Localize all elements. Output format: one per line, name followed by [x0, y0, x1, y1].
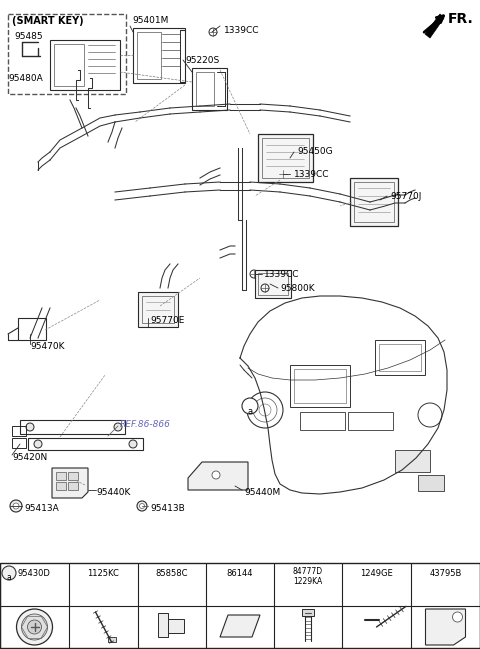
- Text: FR.: FR.: [448, 12, 474, 26]
- Bar: [108, 637, 116, 642]
- Bar: [196, 72, 214, 106]
- Bar: [68, 472, 78, 480]
- Bar: [158, 613, 168, 637]
- Circle shape: [22, 614, 48, 640]
- Text: REF.86-866: REF.86-866: [120, 420, 171, 429]
- Bar: [379, 344, 421, 371]
- Bar: [20, 420, 125, 434]
- Circle shape: [129, 440, 137, 448]
- Circle shape: [10, 500, 22, 512]
- Circle shape: [16, 609, 52, 645]
- Bar: [138, 292, 178, 327]
- Bar: [302, 609, 314, 616]
- Circle shape: [34, 440, 42, 448]
- Text: (SMART KEY): (SMART KEY): [12, 16, 84, 26]
- Bar: [354, 182, 394, 222]
- Bar: [395, 450, 430, 472]
- Text: 86144: 86144: [227, 569, 253, 578]
- Text: 95770J: 95770J: [390, 192, 421, 201]
- Bar: [133, 28, 185, 83]
- Text: 95220S: 95220S: [185, 56, 219, 65]
- Circle shape: [27, 620, 41, 634]
- Circle shape: [453, 612, 463, 622]
- Bar: [0, 563, 480, 648]
- Bar: [258, 134, 313, 182]
- Bar: [56, 472, 66, 480]
- Text: 95420N: 95420N: [12, 453, 47, 462]
- Bar: [294, 369, 346, 403]
- Bar: [192, 68, 227, 110]
- Bar: [418, 475, 444, 491]
- Text: 95470K: 95470K: [30, 342, 64, 351]
- Text: 95440K: 95440K: [96, 488, 131, 497]
- Circle shape: [137, 501, 147, 511]
- Bar: [255, 270, 291, 298]
- Polygon shape: [52, 468, 88, 498]
- Text: 95430D: 95430D: [18, 569, 51, 578]
- Bar: [168, 619, 184, 633]
- Polygon shape: [188, 462, 248, 490]
- Bar: [290, 365, 350, 407]
- Bar: [142, 296, 174, 323]
- Bar: [50, 40, 120, 90]
- Bar: [28, 438, 143, 450]
- Text: 95401M: 95401M: [132, 16, 168, 25]
- Text: 84777D
1229KA: 84777D 1229KA: [293, 567, 323, 587]
- Bar: [348, 412, 393, 430]
- Circle shape: [242, 398, 258, 414]
- Circle shape: [140, 504, 144, 509]
- Text: 95770E: 95770E: [150, 316, 184, 325]
- Bar: [18, 318, 46, 340]
- Text: 1339CC: 1339CC: [224, 26, 260, 35]
- Circle shape: [114, 423, 122, 431]
- Polygon shape: [220, 615, 260, 637]
- Bar: [8, 14, 126, 94]
- Text: 95413B: 95413B: [150, 504, 185, 513]
- Text: 85858C: 85858C: [156, 569, 188, 578]
- Text: 95413A: 95413A: [24, 504, 59, 513]
- Circle shape: [13, 503, 19, 509]
- Bar: [262, 138, 309, 178]
- Polygon shape: [425, 609, 466, 645]
- Text: a: a: [7, 572, 12, 582]
- Bar: [56, 482, 66, 490]
- Bar: [350, 178, 398, 226]
- Text: 1125KC: 1125KC: [87, 569, 120, 578]
- Text: a: a: [247, 408, 252, 417]
- Text: 95440M: 95440M: [244, 488, 280, 497]
- Text: 95450G: 95450G: [297, 147, 333, 156]
- Text: 95800K: 95800K: [280, 284, 314, 293]
- Text: 1249GE: 1249GE: [360, 569, 393, 578]
- Text: 95485: 95485: [14, 32, 43, 41]
- Circle shape: [2, 566, 16, 580]
- Text: 95480A: 95480A: [8, 74, 43, 83]
- Bar: [54, 44, 84, 86]
- Text: 43795B: 43795B: [429, 569, 462, 578]
- Bar: [375, 340, 425, 375]
- Text: 1339CC: 1339CC: [264, 270, 300, 279]
- Text: 1339CC: 1339CC: [294, 170, 329, 179]
- Bar: [258, 273, 288, 295]
- Circle shape: [26, 423, 34, 431]
- Bar: [12, 438, 26, 448]
- Bar: [12, 426, 26, 436]
- Circle shape: [212, 471, 220, 479]
- Bar: [68, 482, 78, 490]
- Polygon shape: [425, 14, 444, 38]
- Bar: [137, 32, 161, 79]
- Bar: [300, 412, 345, 430]
